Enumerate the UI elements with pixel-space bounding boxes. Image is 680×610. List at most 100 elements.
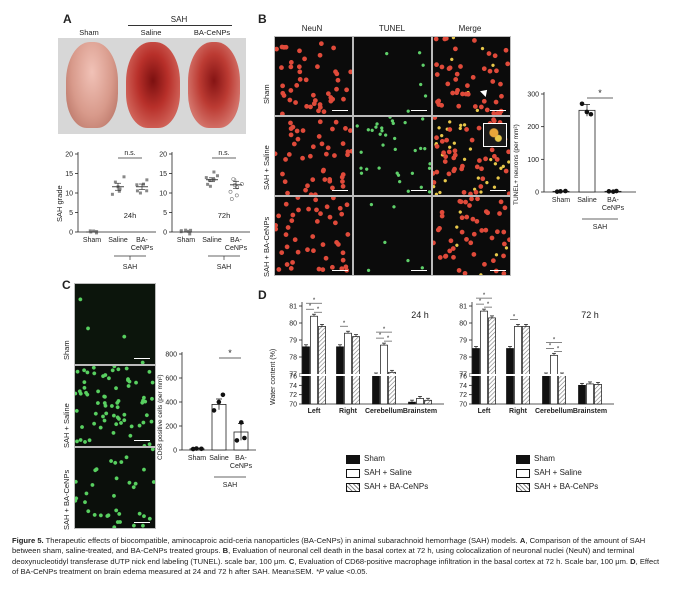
data-point xyxy=(92,229,96,233)
x-tick-label: Sham xyxy=(188,455,206,462)
sah-header-line xyxy=(128,25,232,26)
data-point xyxy=(95,231,99,235)
data-point xyxy=(579,101,585,107)
y-tick-label: 0 xyxy=(173,448,177,455)
bar-break-gap xyxy=(334,374,362,376)
data-point xyxy=(228,189,233,194)
x-category-label: Brainstem xyxy=(403,408,437,415)
x-tick-label: BA-CeNPs xyxy=(602,197,625,212)
significance-star: * xyxy=(483,293,486,299)
x-tick-label: BA-CeNPs xyxy=(225,237,248,252)
scale-bar xyxy=(490,269,506,271)
y-tick-label: 77 xyxy=(459,372,467,379)
legend-label-sham: Sham xyxy=(364,454,385,463)
data-point xyxy=(179,229,183,233)
bar xyxy=(352,336,360,405)
c-row-label-sah-saline: SAH + Saline xyxy=(62,403,71,448)
scale-bar xyxy=(134,357,150,359)
bar xyxy=(522,326,530,405)
significance-star: * xyxy=(309,304,312,310)
chart-time-label: 24h xyxy=(124,211,137,220)
col-label-tunel: TUNEL xyxy=(378,24,406,33)
x-category-label: Left xyxy=(478,408,492,415)
bar xyxy=(388,371,396,405)
caption-ref-b: B xyxy=(222,546,229,556)
bar xyxy=(472,348,480,405)
data-point xyxy=(135,183,139,187)
bar xyxy=(310,315,318,405)
data-point xyxy=(186,229,190,233)
data-point xyxy=(122,175,126,179)
y-tick-label: 0 xyxy=(535,190,539,197)
panel-c-chart: 0 200 400 600 800 * Sham Saline BA-CeNPs SAH xyxy=(165,348,256,489)
significance-star: * xyxy=(479,299,482,305)
y-tick-label: 20 xyxy=(159,152,167,159)
significance-star: * xyxy=(487,302,490,308)
y-tick-label: 79 xyxy=(289,338,297,345)
y-tick-label: 80 xyxy=(289,321,297,328)
col-label-merge: Merge xyxy=(458,24,482,33)
legend-swatch-saline xyxy=(346,469,360,478)
data-point xyxy=(184,228,188,232)
data-point xyxy=(563,188,568,194)
cd68-micrograph-column xyxy=(74,283,156,529)
y-tick-label: 74 xyxy=(289,383,297,390)
cd68-bar-chart: 0 200 400 600 800 * Sham Saline BA-CeNPs SAH xyxy=(165,348,256,489)
micrograph-sah-saline-neun xyxy=(274,116,353,196)
data-point xyxy=(110,192,114,196)
data-point xyxy=(229,197,234,201)
brain-label-saline: Saline xyxy=(140,28,162,37)
x-category-label: Brainstem xyxy=(573,408,607,415)
data-point xyxy=(554,189,560,194)
bar xyxy=(424,399,432,405)
scale-bar xyxy=(134,439,150,441)
data-point xyxy=(215,174,219,178)
data-point xyxy=(558,189,563,194)
significance-star: * xyxy=(513,314,516,320)
y-tick-label: 78 xyxy=(289,355,297,362)
row-label-sah-ba-cenps: SAH + BA-CeNPs xyxy=(262,216,271,277)
caption-text-3: , Evaluation of neuronal cell death in t… xyxy=(12,546,635,566)
bar xyxy=(416,398,424,405)
caption-ref-d: D xyxy=(630,556,636,566)
data-point xyxy=(211,408,217,413)
y-tick-label: 79 xyxy=(459,338,467,345)
col-label-neun: NeuN xyxy=(301,24,323,33)
sah-group-label: SAH xyxy=(223,482,237,489)
y-tick-label: 70 xyxy=(459,402,467,409)
caption-p-symbol: *P xyxy=(315,566,324,576)
x-category-label: Right xyxy=(339,408,358,415)
y-tick-label: 74 xyxy=(459,383,467,390)
data-point xyxy=(231,177,236,181)
panel-label-a: A xyxy=(63,12,72,26)
x-category-label: Right xyxy=(509,408,528,415)
y-tick-label: 72 xyxy=(289,392,297,399)
chart-time-label: 72h xyxy=(218,211,231,220)
c-row-label-sham: Sham xyxy=(62,340,71,360)
data-point xyxy=(194,446,199,451)
y-tick-label: 100 xyxy=(527,157,539,164)
sah-group-label: SAH xyxy=(123,264,137,271)
legend2-label-sham: Sham xyxy=(534,454,555,463)
x-tick-label: Sham xyxy=(177,237,195,244)
c-row-label-sah-ba-cenps: SAH + BA-CeNPs xyxy=(62,469,71,530)
data-point xyxy=(145,189,149,193)
bar xyxy=(344,332,352,405)
caption-figure-number: Figure 5. xyxy=(12,536,44,545)
merge-inset-zoom xyxy=(483,123,507,147)
brain-label-ba-cenps: BA-CeNPs xyxy=(193,28,231,37)
scale-bar xyxy=(490,109,506,111)
y-tick-label: 0 xyxy=(69,230,73,237)
bar xyxy=(586,383,594,405)
y-tick-label: 70 xyxy=(289,402,297,409)
caption-text-5: , Effect of BA-CeNPs treatment on brain … xyxy=(12,556,660,576)
x-category-label: Cerebellum xyxy=(535,408,573,415)
legend2-swatch-saline xyxy=(516,469,530,478)
data-point xyxy=(234,193,239,198)
data-point xyxy=(614,188,619,194)
scale-bar xyxy=(332,269,348,271)
data-point xyxy=(138,191,142,195)
scale-bar xyxy=(411,109,427,111)
x-tick-label: Saline xyxy=(577,197,597,204)
